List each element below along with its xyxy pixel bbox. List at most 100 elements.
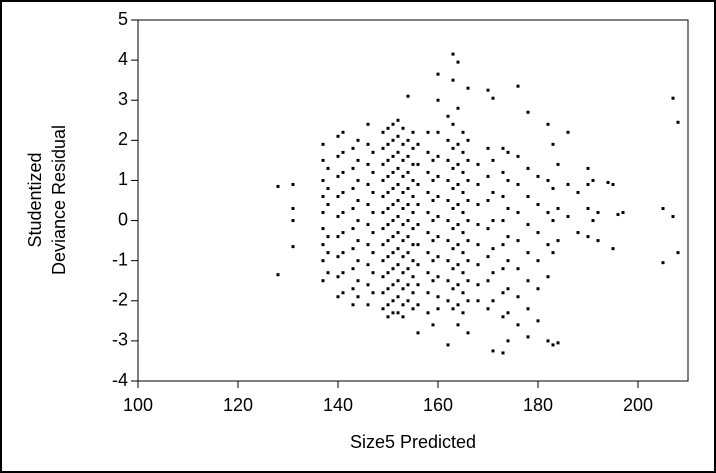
point — [516, 323, 520, 327]
y-axis-label: Deviance Residual — [49, 125, 69, 275]
point — [536, 287, 540, 291]
point — [426, 231, 430, 235]
point — [356, 178, 360, 182]
point — [461, 251, 465, 255]
point — [411, 178, 415, 182]
point — [516, 295, 520, 299]
point — [326, 166, 330, 170]
point — [476, 299, 480, 303]
point — [506, 287, 510, 291]
point — [461, 170, 465, 174]
x-axis-label: Size5 Predicted — [350, 432, 476, 452]
point — [476, 283, 480, 287]
point — [411, 194, 415, 198]
point — [381, 194, 385, 198]
point — [356, 219, 360, 223]
point — [396, 263, 400, 267]
point — [356, 158, 360, 162]
point — [446, 279, 450, 283]
point — [436, 307, 440, 311]
point — [676, 251, 680, 255]
plot-area — [137, 19, 689, 382]
point — [416, 283, 420, 287]
point — [326, 235, 330, 239]
point — [276, 184, 280, 188]
point — [371, 170, 375, 174]
point — [546, 339, 550, 343]
point — [566, 130, 570, 134]
point — [596, 211, 600, 215]
point — [526, 307, 530, 311]
point — [551, 142, 555, 146]
point — [411, 259, 415, 263]
point — [406, 94, 410, 98]
point — [426, 311, 430, 315]
point — [436, 275, 440, 279]
point — [366, 303, 370, 307]
point — [431, 178, 435, 182]
point — [456, 106, 460, 110]
point — [321, 279, 325, 283]
point — [526, 194, 530, 198]
point — [431, 219, 435, 223]
point — [366, 283, 370, 287]
x-tick-label: 160 — [423, 395, 453, 415]
point — [391, 138, 395, 142]
point — [426, 291, 430, 295]
point — [661, 207, 665, 211]
point — [386, 174, 390, 178]
point — [536, 319, 540, 323]
point — [461, 291, 465, 295]
point — [466, 158, 470, 162]
point — [426, 130, 430, 134]
point — [336, 154, 340, 158]
point — [381, 259, 385, 263]
point — [501, 351, 505, 355]
point — [416, 223, 420, 227]
point — [476, 203, 480, 207]
point — [386, 315, 390, 319]
point — [676, 120, 680, 124]
point — [526, 251, 530, 255]
point — [321, 227, 325, 231]
point — [461, 150, 465, 154]
point — [416, 263, 420, 267]
point — [406, 267, 410, 271]
point — [416, 331, 420, 335]
point — [291, 245, 295, 249]
point — [341, 251, 345, 255]
y-tick-label: -3 — [112, 330, 128, 350]
point — [586, 235, 590, 239]
point — [426, 150, 430, 154]
point — [401, 207, 405, 211]
point — [671, 215, 675, 219]
point — [391, 154, 395, 158]
point — [326, 251, 330, 255]
point — [591, 219, 595, 223]
point — [406, 235, 410, 239]
point — [466, 239, 470, 243]
point — [341, 211, 345, 215]
point — [461, 311, 465, 315]
point — [436, 235, 440, 239]
point — [411, 162, 415, 166]
point — [596, 239, 600, 243]
point — [291, 219, 295, 223]
point — [451, 267, 455, 271]
point — [446, 199, 450, 202]
point — [526, 223, 530, 227]
point — [461, 271, 465, 275]
point — [356, 199, 360, 202]
point — [506, 235, 510, 239]
point — [501, 267, 505, 271]
point — [671, 96, 675, 100]
point — [351, 287, 355, 291]
point — [516, 211, 520, 215]
point — [576, 190, 580, 194]
point — [431, 279, 435, 283]
point — [401, 287, 405, 291]
point — [321, 158, 325, 162]
point — [431, 323, 435, 327]
